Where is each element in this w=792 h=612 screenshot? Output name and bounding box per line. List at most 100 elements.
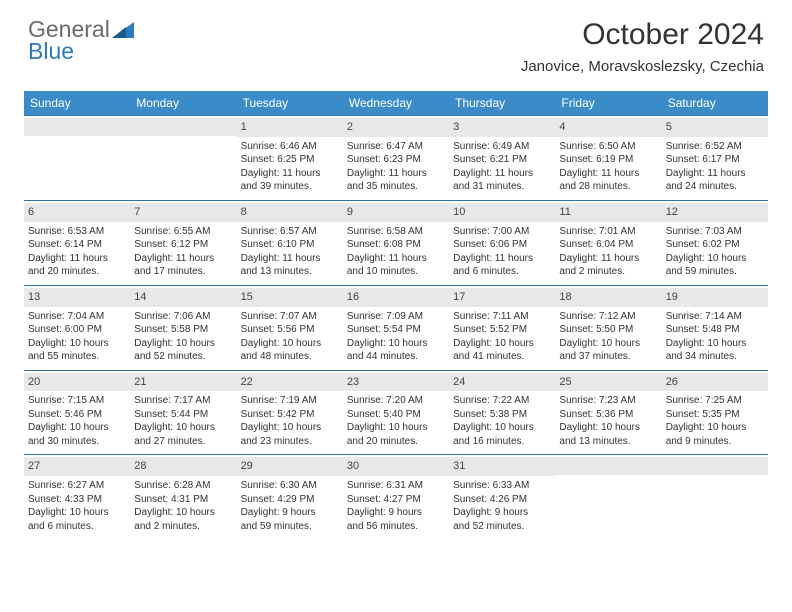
day-daylight2: and 10 minutes. bbox=[347, 265, 445, 279]
day-daylight2: and 41 minutes. bbox=[453, 350, 551, 364]
day-cell bbox=[555, 455, 661, 539]
day-daylight2: and 17 minutes. bbox=[134, 265, 232, 279]
week-row: 6Sunrise: 6:53 AMSunset: 6:14 PMDaylight… bbox=[24, 200, 768, 285]
day-sunrise: Sunrise: 7:20 AM bbox=[347, 394, 445, 408]
day-sunrise: Sunrise: 6:27 AM bbox=[28, 479, 126, 493]
day-cell: 10Sunrise: 7:00 AMSunset: 6:06 PMDayligh… bbox=[449, 201, 555, 285]
day-sunrise: Sunrise: 7:22 AM bbox=[453, 394, 551, 408]
day-daylight1: Daylight: 10 hours bbox=[347, 337, 445, 351]
day-daylight1: Daylight: 10 hours bbox=[666, 252, 764, 266]
day-daylight1: Daylight: 10 hours bbox=[559, 421, 657, 435]
day-number: 1 bbox=[237, 118, 343, 137]
day-daylight2: and 2 minutes. bbox=[559, 265, 657, 279]
day-cell: 17Sunrise: 7:11 AMSunset: 5:52 PMDayligh… bbox=[449, 286, 555, 370]
day-cell: 23Sunrise: 7:20 AMSunset: 5:40 PMDayligh… bbox=[343, 371, 449, 455]
logo-text-block: General Blue bbox=[28, 18, 110, 63]
day-sunset: Sunset: 6:08 PM bbox=[347, 238, 445, 252]
day-sunrise: Sunrise: 7:15 AM bbox=[28, 394, 126, 408]
day-sunset: Sunset: 5:52 PM bbox=[453, 323, 551, 337]
day-sunrise: Sunrise: 6:55 AM bbox=[134, 225, 232, 239]
day-sunrise: Sunrise: 6:57 AM bbox=[241, 225, 339, 239]
day-number: 10 bbox=[449, 203, 555, 222]
day-cell: 25Sunrise: 7:23 AMSunset: 5:36 PMDayligh… bbox=[555, 371, 661, 455]
day-daylight1: Daylight: 10 hours bbox=[28, 337, 126, 351]
location-text: Janovice, Moravskoslezsky, Czechia bbox=[521, 58, 764, 75]
day-sunset: Sunset: 5:48 PM bbox=[666, 323, 764, 337]
day-sunrise: Sunrise: 7:25 AM bbox=[666, 394, 764, 408]
day-sunset: Sunset: 5:50 PM bbox=[559, 323, 657, 337]
day-daylight1: Daylight: 11 hours bbox=[347, 252, 445, 266]
day-sunset: Sunset: 6:14 PM bbox=[28, 238, 126, 252]
day-sunset: Sunset: 4:29 PM bbox=[241, 493, 339, 507]
day-daylight1: Daylight: 11 hours bbox=[559, 252, 657, 266]
day-daylight2: and 59 minutes. bbox=[241, 520, 339, 534]
day-sunset: Sunset: 5:40 PM bbox=[347, 408, 445, 422]
day-sunset: Sunset: 4:31 PM bbox=[134, 493, 232, 507]
day-number: 4 bbox=[555, 118, 661, 137]
day-cell: 14Sunrise: 7:06 AMSunset: 5:58 PMDayligh… bbox=[130, 286, 236, 370]
day-number: 12 bbox=[662, 203, 768, 222]
day-daylight1: Daylight: 10 hours bbox=[453, 421, 551, 435]
day-daylight2: and 30 minutes. bbox=[28, 435, 126, 449]
day-cell: 28Sunrise: 6:28 AMSunset: 4:31 PMDayligh… bbox=[130, 455, 236, 539]
day-daylight1: Daylight: 11 hours bbox=[241, 252, 339, 266]
day-number: 5 bbox=[662, 118, 768, 137]
day-sunset: Sunset: 6:02 PM bbox=[666, 238, 764, 252]
day-sunrise: Sunrise: 6:31 AM bbox=[347, 479, 445, 493]
day-daylight2: and 20 minutes. bbox=[28, 265, 126, 279]
day-daylight1: Daylight: 10 hours bbox=[666, 337, 764, 351]
day-cell bbox=[662, 455, 768, 539]
day-sunrise: Sunrise: 6:50 AM bbox=[559, 140, 657, 154]
day-cell: 16Sunrise: 7:09 AMSunset: 5:54 PMDayligh… bbox=[343, 286, 449, 370]
day-daylight1: Daylight: 11 hours bbox=[453, 167, 551, 181]
day-daylight1: Daylight: 10 hours bbox=[241, 337, 339, 351]
day-number: 22 bbox=[237, 373, 343, 392]
day-daylight2: and 13 minutes. bbox=[241, 265, 339, 279]
day-sunrise: Sunrise: 6:28 AM bbox=[134, 479, 232, 493]
day-number: 17 bbox=[449, 288, 555, 307]
day-cell: 15Sunrise: 7:07 AMSunset: 5:56 PMDayligh… bbox=[237, 286, 343, 370]
day-sunrise: Sunrise: 7:19 AM bbox=[241, 394, 339, 408]
day-sunset: Sunset: 5:35 PM bbox=[666, 408, 764, 422]
day-daylight2: and 31 minutes. bbox=[453, 180, 551, 194]
day-daylight2: and 6 minutes. bbox=[28, 520, 126, 534]
day-daylight1: Daylight: 11 hours bbox=[559, 167, 657, 181]
day-daylight1: Daylight: 10 hours bbox=[666, 421, 764, 435]
day-cell: 11Sunrise: 7:01 AMSunset: 6:04 PMDayligh… bbox=[555, 201, 661, 285]
day-number: 20 bbox=[24, 373, 130, 392]
day-number: 7 bbox=[130, 203, 236, 222]
day-daylight2: and 35 minutes. bbox=[347, 180, 445, 194]
day-daylight1: Daylight: 11 hours bbox=[241, 167, 339, 181]
day-daylight2: and 52 minutes. bbox=[453, 520, 551, 534]
day-sunset: Sunset: 6:23 PM bbox=[347, 153, 445, 167]
day-cell: 1Sunrise: 6:46 AMSunset: 6:25 PMDaylight… bbox=[237, 116, 343, 200]
day-sunset: Sunset: 4:27 PM bbox=[347, 493, 445, 507]
day-number bbox=[24, 118, 130, 136]
day-sunrise: Sunrise: 7:03 AM bbox=[666, 225, 764, 239]
day-number: 8 bbox=[237, 203, 343, 222]
day-cell: 29Sunrise: 6:30 AMSunset: 4:29 PMDayligh… bbox=[237, 455, 343, 539]
day-cell: 5Sunrise: 6:52 AMSunset: 6:17 PMDaylight… bbox=[662, 116, 768, 200]
day-daylight1: Daylight: 10 hours bbox=[134, 337, 232, 351]
day-daylight2: and 48 minutes. bbox=[241, 350, 339, 364]
day-daylight2: and 20 minutes. bbox=[347, 435, 445, 449]
day-daylight1: Daylight: 10 hours bbox=[347, 421, 445, 435]
day-daylight2: and 27 minutes. bbox=[134, 435, 232, 449]
day-number: 26 bbox=[662, 373, 768, 392]
day-cell: 27Sunrise: 6:27 AMSunset: 4:33 PMDayligh… bbox=[24, 455, 130, 539]
day-cell: 31Sunrise: 6:33 AMSunset: 4:26 PMDayligh… bbox=[449, 455, 555, 539]
day-sunrise: Sunrise: 7:14 AM bbox=[666, 310, 764, 324]
day-daylight1: Daylight: 11 hours bbox=[347, 167, 445, 181]
day-sunrise: Sunrise: 7:06 AM bbox=[134, 310, 232, 324]
day-daylight2: and 39 minutes. bbox=[241, 180, 339, 194]
day-number: 25 bbox=[555, 373, 661, 392]
day-sunrise: Sunrise: 6:30 AM bbox=[241, 479, 339, 493]
day-cell bbox=[24, 116, 130, 200]
header: General Blue October 2024 Janovice, Mora… bbox=[0, 0, 792, 83]
day-sunrise: Sunrise: 7:01 AM bbox=[559, 225, 657, 239]
week-row: 27Sunrise: 6:27 AMSunset: 4:33 PMDayligh… bbox=[24, 454, 768, 539]
day-daylight2: and 44 minutes. bbox=[347, 350, 445, 364]
weekday-cell: Friday bbox=[555, 91, 661, 115]
logo-triangle-icon bbox=[112, 20, 138, 47]
weekday-header-row: SundayMondayTuesdayWednesdayThursdayFrid… bbox=[24, 91, 768, 115]
